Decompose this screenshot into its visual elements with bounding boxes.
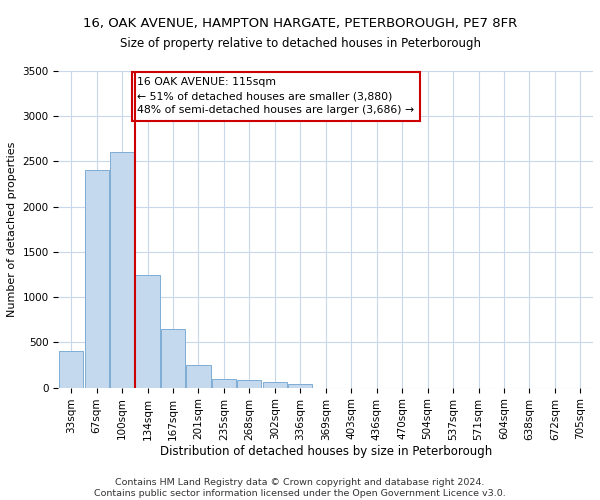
Text: 16, OAK AVENUE, HAMPTON HARGATE, PETERBOROUGH, PE7 8FR: 16, OAK AVENUE, HAMPTON HARGATE, PETERBO… (83, 18, 517, 30)
Bar (187, 365, 211, 388)
Bar (85, 170, 109, 388)
Bar (238, 380, 262, 388)
Text: Size of property relative to detached houses in Peterborough: Size of property relative to detached ho… (119, 38, 481, 51)
Bar (59, 352, 83, 388)
Bar (212, 378, 236, 388)
Text: 16 OAK AVENUE: 115sqm
← 51% of detached houses are smaller (3,880)
48% of semi-d: 16 OAK AVENUE: 115sqm ← 51% of detached … (137, 78, 415, 116)
Bar (161, 329, 185, 388)
Y-axis label: Number of detached properties: Number of detached properties (7, 142, 17, 317)
X-axis label: Distribution of detached houses by size in Peterborough: Distribution of detached houses by size … (160, 445, 492, 458)
Bar (288, 384, 313, 388)
Text: Contains HM Land Registry data © Crown copyright and database right 2024.
Contai: Contains HM Land Registry data © Crown c… (94, 478, 506, 498)
Bar (110, 152, 134, 388)
Bar (136, 274, 160, 388)
Bar (263, 382, 287, 388)
